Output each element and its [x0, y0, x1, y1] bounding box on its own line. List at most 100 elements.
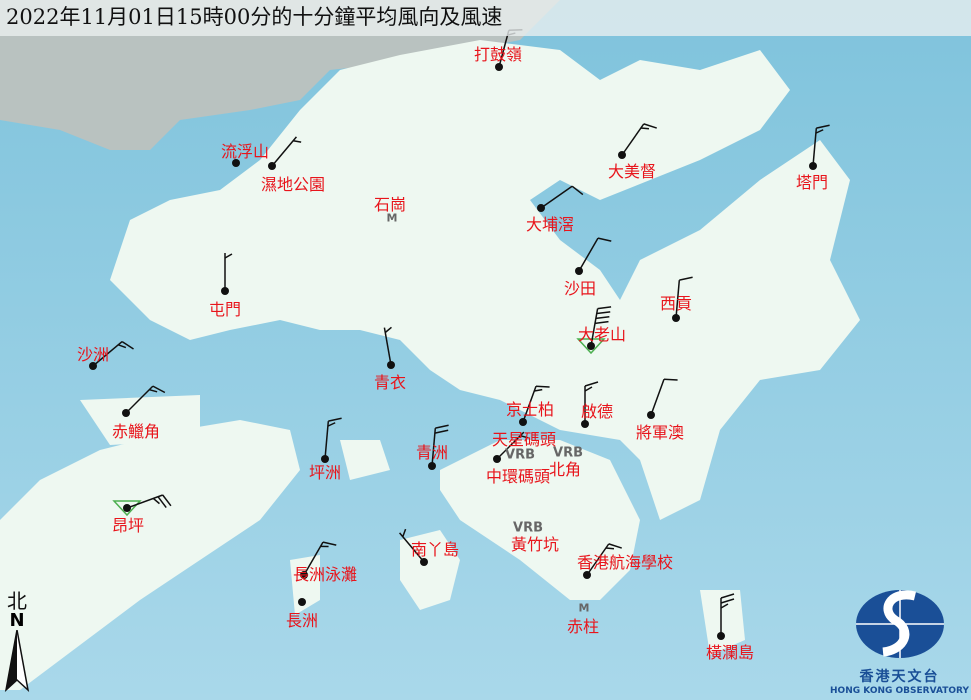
wind-barb-feather: [534, 388, 543, 392]
wind-barb-staff: [92, 340, 123, 367]
wind-barb-feather: [535, 385, 550, 388]
wind-barb-icon: [586, 543, 622, 576]
wind-barb-feather: [224, 253, 233, 259]
station-dot: [221, 287, 229, 295]
hko-logo: 香港天文台 HONG KONG OBSERVATORY: [828, 588, 971, 696]
station-label: 打鼓嶺: [473, 45, 523, 64]
wind-barb-feather: [720, 603, 729, 609]
station-dot: [232, 159, 240, 167]
station-label: 啟德: [580, 402, 614, 421]
station-dot: [583, 571, 591, 579]
wind-barb-feather: [643, 123, 657, 129]
station-label: 青洲: [415, 443, 449, 462]
wind-barb-icon: [650, 378, 678, 416]
station-dot: [300, 571, 308, 579]
wind-barb-icon: [720, 593, 735, 636]
wind-barb-staff: [383, 327, 392, 366]
wind-barb-feather: [118, 344, 127, 349]
wind-barb-feather: [640, 127, 650, 130]
wind-variable-label: VRB: [553, 445, 583, 461]
wind-barb-feather: [597, 306, 612, 310]
station-marker-m: M: [578, 601, 590, 615]
wind-barb-feather: [720, 593, 735, 599]
north-arrow: 北 N: [4, 590, 30, 696]
wind-barb-feather: [584, 381, 599, 387]
wind-barb-icon: [496, 431, 529, 460]
station-dot: [387, 361, 395, 369]
wind-variable-label: VRB: [505, 447, 535, 463]
station-triangle-icon: [576, 338, 606, 355]
wind-barb-feather: [605, 547, 615, 550]
north-label-en: N: [9, 610, 25, 631]
wind-barb-staff: [675, 280, 681, 319]
wind-barb-feather: [152, 385, 166, 394]
wind-barb-feather: [816, 124, 830, 129]
station-label: 屯門: [208, 300, 242, 319]
station-label: 昂坪: [111, 516, 145, 535]
wind-barb-icon: [522, 385, 550, 423]
wind-barb-feather: [434, 429, 449, 434]
station-label: 南丫島: [410, 540, 460, 559]
wind-variable-label: VRB: [513, 520, 543, 536]
station-dot: [575, 267, 583, 275]
wind-barb-staff: [125, 385, 154, 414]
wind-barb-icon: [125, 385, 166, 414]
wind-barb-staff: [324, 421, 330, 460]
wind-barb-feather: [121, 340, 134, 350]
station-dot: [123, 504, 131, 512]
wind-barb-feather: [162, 494, 172, 507]
wind-barb-feather: [815, 129, 824, 134]
station-dot: [298, 598, 306, 606]
map-title: 2022年11月01日15時00分的十分鐘平均風向及風速: [0, 0, 971, 36]
wind-barb-feather: [663, 378, 678, 381]
station-dot: [420, 558, 428, 566]
wind-barb-icon: [812, 124, 830, 167]
hko-logo-icon: [855, 590, 944, 658]
north-label-zh: 北: [7, 589, 27, 613]
wind-barb-feather: [328, 417, 342, 422]
wind-barb-staff: [650, 379, 665, 416]
north-arrow-icon: [4, 629, 30, 693]
station-dot: [268, 162, 276, 170]
station-label: 沙洲: [76, 345, 110, 364]
wind-barb-icon: [540, 185, 584, 209]
station-label: 坪洲: [308, 463, 342, 482]
station-label: 天星碼頭: [491, 430, 557, 449]
station-dot: [647, 411, 655, 419]
station-label: 大美督: [607, 162, 657, 181]
station-label: 沙田: [563, 279, 597, 298]
shenzhen-area: [0, 0, 560, 150]
wind-barb-feather: [596, 311, 611, 315]
land: [0, 40, 860, 690]
station-label: 塔門: [795, 173, 829, 192]
wind-barb-feather: [571, 185, 584, 196]
wind-barb-icon: [431, 424, 449, 467]
wind-barb-feather: [608, 543, 622, 549]
wind-barb-feather: [520, 434, 529, 439]
station-dot: [587, 342, 595, 350]
station-dot: [493, 455, 501, 463]
wind-barb-staff: [621, 123, 645, 156]
logo-name-en: HONG KONG OBSERVATORY: [830, 686, 969, 696]
wind-barb-feather: [322, 541, 337, 546]
wind-barb-staff: [496, 431, 525, 460]
wind-barb-feather: [595, 315, 610, 320]
wind-barb-feather: [384, 326, 392, 334]
wind-barb-icon: [383, 326, 392, 366]
wind-barb-icon: [590, 306, 612, 347]
station-label: 青衣: [373, 373, 407, 392]
wind-barb-icon: [398, 528, 425, 563]
wind-barb-staff: [398, 532, 425, 563]
station-dot: [809, 162, 817, 170]
wind-barb-feather: [584, 386, 593, 392]
wind-barb-feather: [720, 598, 735, 604]
logo-name-zh: 香港天文台: [859, 669, 940, 685]
wind-barb-staff: [586, 543, 610, 576]
wind-barb-staff: [590, 308, 599, 347]
station-dot: [321, 455, 329, 463]
wind-barb-icon: [578, 237, 612, 272]
wind-barb-icon: [92, 340, 134, 367]
station-label: 將軍澳: [635, 423, 685, 442]
station-dot: [495, 63, 503, 71]
